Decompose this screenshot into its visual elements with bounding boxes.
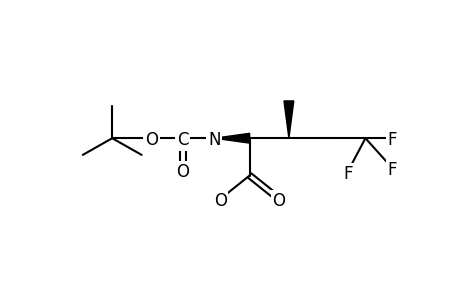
Text: F: F xyxy=(386,161,396,179)
Text: F: F xyxy=(386,131,396,149)
Text: O: O xyxy=(272,192,285,210)
Polygon shape xyxy=(214,133,249,143)
Text: O: O xyxy=(145,131,157,149)
Text: O: O xyxy=(176,163,189,181)
Text: C: C xyxy=(177,131,188,149)
Text: F: F xyxy=(342,165,352,183)
Polygon shape xyxy=(283,101,293,138)
Text: N: N xyxy=(207,131,220,149)
Text: O: O xyxy=(213,192,226,210)
